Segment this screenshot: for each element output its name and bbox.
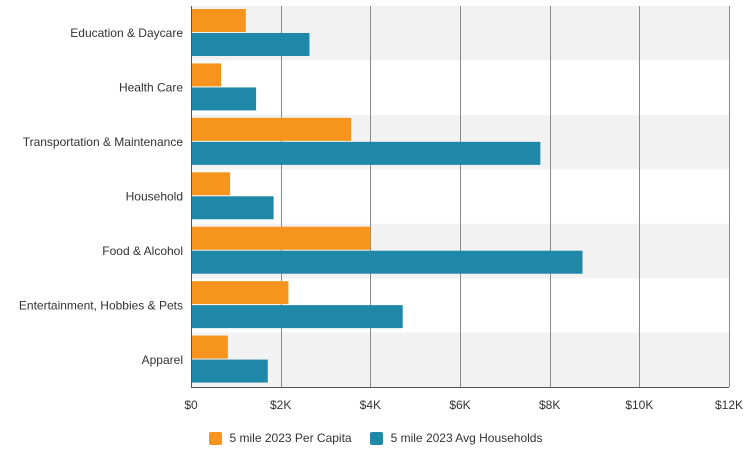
x-tick-label-1: $2K — [270, 398, 291, 412]
category-label-health-care: Health Care — [119, 81, 183, 95]
bars — [192, 9, 583, 383]
x-tick-label-4: $8K — [539, 398, 560, 412]
bar-5-mile-2023-avg-households-health-care[interactable] — [192, 87, 257, 111]
bar-5-mile-2023-per-capita-food-and-alcohol[interactable] — [192, 226, 371, 250]
bar-5-mile-2023-avg-households-entertainment-hobbies-and-pets[interactable] — [192, 305, 403, 329]
x-axis-ticks: $0 $2K $4K $6K $8K $10K $12K — [184, 398, 743, 412]
x-tick-label-3: $6K — [449, 398, 470, 412]
legend: 5 mile 2023 Per Capita 5 mile 2023 Avg H… — [0, 428, 751, 448]
bar-5-mile-2023-per-capita-transportation-and-maintenance[interactable] — [192, 117, 352, 141]
x-tick-label-0: $0 — [184, 398, 198, 412]
legend-label-per-capita: 5 mile 2023 Per Capita — [229, 431, 352, 445]
category-label-education-and-daycare: Education & Daycare — [70, 26, 183, 40]
bar-5-mile-2023-per-capita-education-and-daycare[interactable] — [192, 9, 246, 32]
x-tick-label-2: $4K — [360, 398, 381, 412]
bar-5-mile-2023-avg-households-household[interactable] — [192, 196, 274, 220]
x-tick-label-5: $10K — [625, 398, 653, 412]
x-tick-label-6: $12K — [715, 398, 743, 412]
category-label-apparel: Apparel — [142, 353, 183, 367]
bar-5-mile-2023-per-capita-entertainment-hobbies-and-pets[interactable] — [192, 281, 289, 305]
category-label-transportation-and-maintenance: Transportation & Maintenance — [23, 135, 184, 149]
legend-swatch-avg-households — [369, 431, 383, 445]
category-labels: Education & Daycare Health Care Transporta… — [19, 26, 183, 367]
legend-swatch-per-capita — [208, 431, 222, 445]
bar-5-mile-2023-avg-households-food-and-alcohol[interactable] — [192, 250, 583, 274]
legend-label-avg-households: 5 mile 2023 Avg Households — [390, 431, 543, 445]
bar-5-mile-2023-per-capita-apparel[interactable] — [192, 335, 228, 359]
bar-5-mile-2023-per-capita-household[interactable] — [192, 172, 231, 196]
bar-5-mile-2023-avg-households-transportation-and-maintenance[interactable] — [192, 141, 541, 165]
legend-item-per-capita[interactable]: 5 mile 2023 Per Capita — [208, 431, 352, 445]
category-label-food-and-alcohol: Food & Alcohol — [102, 244, 183, 258]
category-label-household: Household — [126, 190, 183, 204]
bar-5-mile-2023-avg-households-apparel[interactable] — [192, 359, 268, 383]
bar-5-mile-2023-avg-households-education-and-daycare[interactable] — [192, 33, 310, 56]
category-label-entertainment-hobbies-and-pets: Entertainment, Hobbies & Pets — [19, 298, 183, 312]
bar-5-mile-2023-per-capita-health-care[interactable] — [192, 63, 222, 87]
legend-item-avg-households[interactable]: 5 mile 2023 Avg Households — [369, 431, 543, 445]
